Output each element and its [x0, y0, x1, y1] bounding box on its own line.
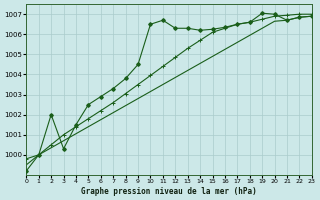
X-axis label: Graphe pression niveau de la mer (hPa): Graphe pression niveau de la mer (hPa) — [81, 187, 257, 196]
